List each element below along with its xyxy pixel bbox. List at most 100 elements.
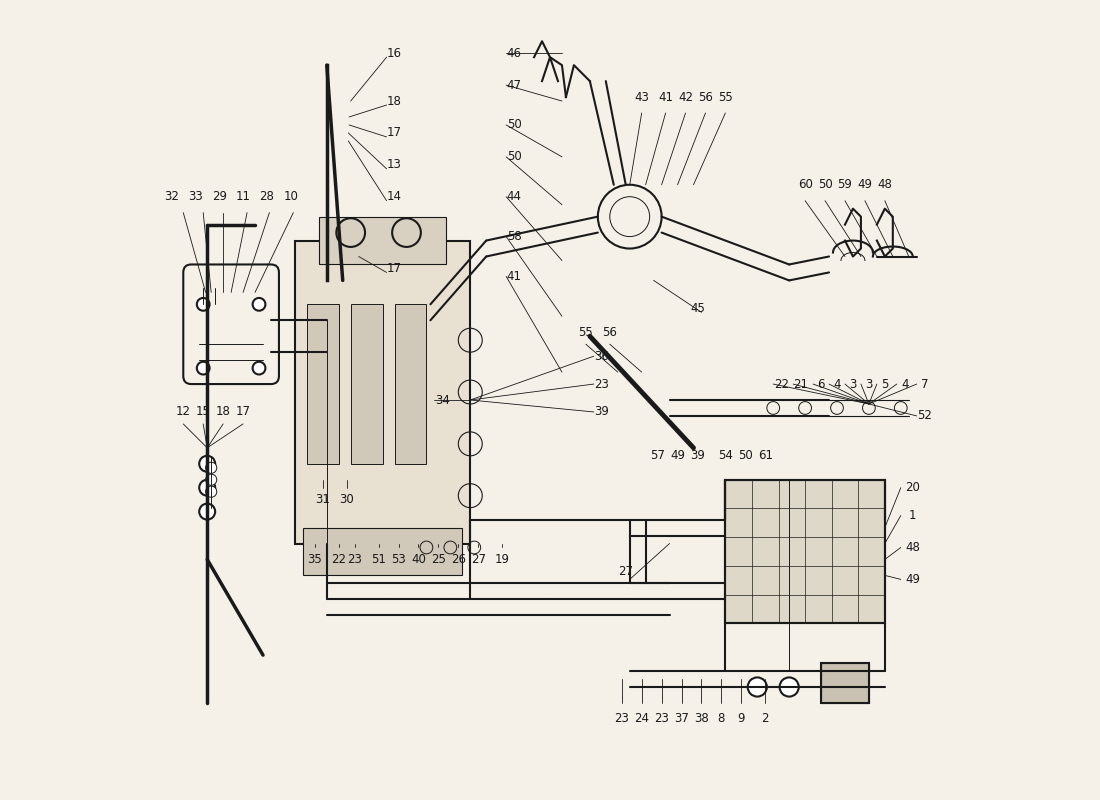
Text: 39: 39	[690, 450, 705, 462]
Text: 4: 4	[901, 378, 909, 390]
Text: 49: 49	[857, 178, 872, 191]
Text: 1: 1	[909, 509, 916, 522]
Text: 22: 22	[773, 378, 789, 390]
Text: 51: 51	[371, 553, 386, 566]
Text: 55: 55	[718, 90, 733, 103]
Text: 6: 6	[817, 378, 825, 390]
Text: 23: 23	[614, 712, 629, 726]
Circle shape	[253, 362, 265, 374]
Text: 27: 27	[471, 553, 486, 566]
Circle shape	[206, 474, 217, 486]
Text: 3: 3	[849, 378, 857, 390]
Text: 56: 56	[698, 90, 713, 103]
Text: 23: 23	[654, 712, 669, 726]
Bar	[295, 241, 471, 543]
Text: 46: 46	[507, 46, 521, 60]
Text: 41: 41	[507, 270, 521, 283]
Text: 17: 17	[387, 126, 402, 139]
Text: 50: 50	[817, 178, 833, 191]
Text: 17: 17	[235, 406, 251, 418]
Text: 55: 55	[579, 326, 593, 338]
Text: 12: 12	[176, 406, 190, 418]
Text: 33: 33	[188, 190, 202, 203]
Circle shape	[199, 456, 216, 472]
Bar	[725, 480, 884, 623]
Text: 27: 27	[618, 565, 634, 578]
Circle shape	[780, 678, 799, 697]
Text: 56: 56	[603, 326, 617, 338]
Text: 45: 45	[690, 302, 705, 315]
Text: 18: 18	[216, 406, 231, 418]
Text: 39: 39	[594, 406, 609, 418]
Bar	[307, 304, 339, 464]
Text: 31: 31	[316, 493, 330, 506]
Text: 50: 50	[507, 118, 521, 131]
Bar	[821, 663, 869, 703]
Text: 22: 22	[331, 553, 346, 566]
Text: 19: 19	[495, 553, 509, 566]
Text: 59: 59	[837, 178, 852, 191]
Circle shape	[206, 486, 217, 498]
Text: 18: 18	[387, 94, 402, 107]
Text: 23: 23	[348, 553, 362, 566]
Text: 32: 32	[164, 190, 179, 203]
Text: 52: 52	[917, 410, 932, 422]
Text: 50: 50	[507, 150, 521, 163]
Text: 21: 21	[793, 378, 808, 390]
Text: 37: 37	[674, 712, 689, 726]
Text: 23: 23	[594, 378, 609, 390]
Circle shape	[206, 462, 217, 474]
Text: 40: 40	[411, 553, 426, 566]
Circle shape	[197, 298, 210, 310]
Bar	[351, 304, 383, 464]
Text: 17: 17	[387, 262, 402, 275]
Text: 28: 28	[260, 190, 274, 203]
Text: 53: 53	[392, 553, 406, 566]
Text: 49: 49	[670, 450, 685, 462]
Text: 61: 61	[758, 450, 772, 462]
Text: 16: 16	[387, 46, 402, 60]
Text: 11: 11	[235, 190, 251, 203]
Text: 15: 15	[196, 406, 210, 418]
Circle shape	[748, 678, 767, 697]
Text: 58: 58	[507, 230, 521, 243]
Text: 38: 38	[694, 712, 708, 726]
Text: 29: 29	[211, 190, 227, 203]
Text: 30: 30	[339, 493, 354, 506]
Text: 43: 43	[635, 90, 649, 103]
Text: 48: 48	[878, 178, 892, 191]
Text: 34: 34	[434, 394, 450, 406]
Text: 54: 54	[718, 450, 733, 462]
Bar	[725, 480, 884, 623]
Text: 24: 24	[635, 712, 649, 726]
Text: 3: 3	[866, 378, 872, 390]
Text: 49: 49	[905, 573, 921, 586]
Circle shape	[199, 480, 216, 496]
Text: 50: 50	[738, 450, 752, 462]
Circle shape	[197, 362, 210, 374]
Text: 25: 25	[431, 553, 446, 566]
Text: 60: 60	[798, 178, 813, 191]
Text: 26: 26	[451, 553, 465, 566]
Text: 13: 13	[387, 158, 402, 171]
Text: 7: 7	[921, 378, 928, 390]
Circle shape	[199, 504, 216, 519]
Text: 5: 5	[881, 378, 889, 390]
Text: 14: 14	[387, 190, 402, 203]
Circle shape	[253, 298, 265, 310]
Text: 2: 2	[761, 712, 769, 726]
Bar	[302, 527, 462, 575]
Text: 48: 48	[905, 541, 921, 554]
Text: 10: 10	[284, 190, 298, 203]
Text: 44: 44	[507, 190, 521, 203]
Text: 20: 20	[905, 481, 921, 494]
Text: 36: 36	[594, 350, 609, 362]
Text: 57: 57	[650, 450, 666, 462]
Text: 42: 42	[678, 90, 693, 103]
Text: 47: 47	[507, 78, 521, 91]
Bar	[821, 663, 869, 703]
Bar	[395, 304, 427, 464]
Text: 4: 4	[834, 378, 840, 390]
Text: 41: 41	[658, 90, 673, 103]
Text: 8: 8	[717, 712, 725, 726]
